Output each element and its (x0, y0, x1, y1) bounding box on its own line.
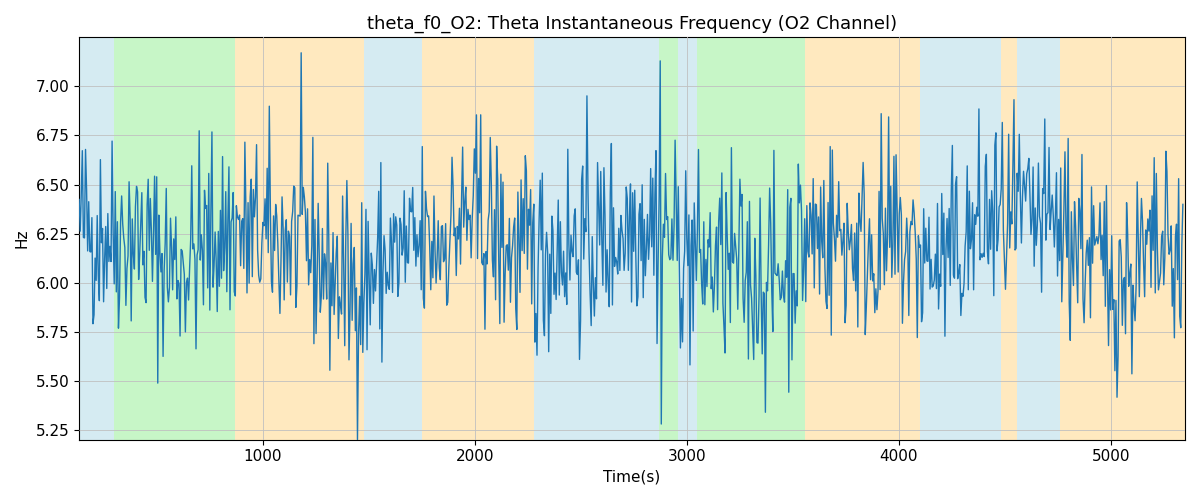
Bar (534, 38, 650, 440)
Bar (697, 38, 805, 440)
Bar (678, 38, 697, 440)
Bar (280, 38, 365, 440)
Bar (421, 38, 534, 440)
Bar (650, 38, 659, 440)
Bar (805, 38, 848, 440)
Bar (1111, 38, 1184, 440)
Y-axis label: Hz: Hz (14, 229, 30, 248)
Bar (920, 38, 1001, 440)
Bar (1018, 38, 1060, 440)
Bar (365, 38, 421, 440)
Bar (79, 38, 114, 440)
Bar (1060, 38, 1111, 440)
X-axis label: Time(s): Time(s) (604, 470, 661, 485)
Title: theta_f0_O2: Theta Instantaneous Frequency (O2 Channel): theta_f0_O2: Theta Instantaneous Frequen… (367, 15, 898, 34)
Bar (848, 38, 920, 440)
Bar (114, 38, 235, 440)
Bar (659, 38, 678, 440)
Bar (235, 38, 280, 440)
Bar (1001, 38, 1018, 440)
